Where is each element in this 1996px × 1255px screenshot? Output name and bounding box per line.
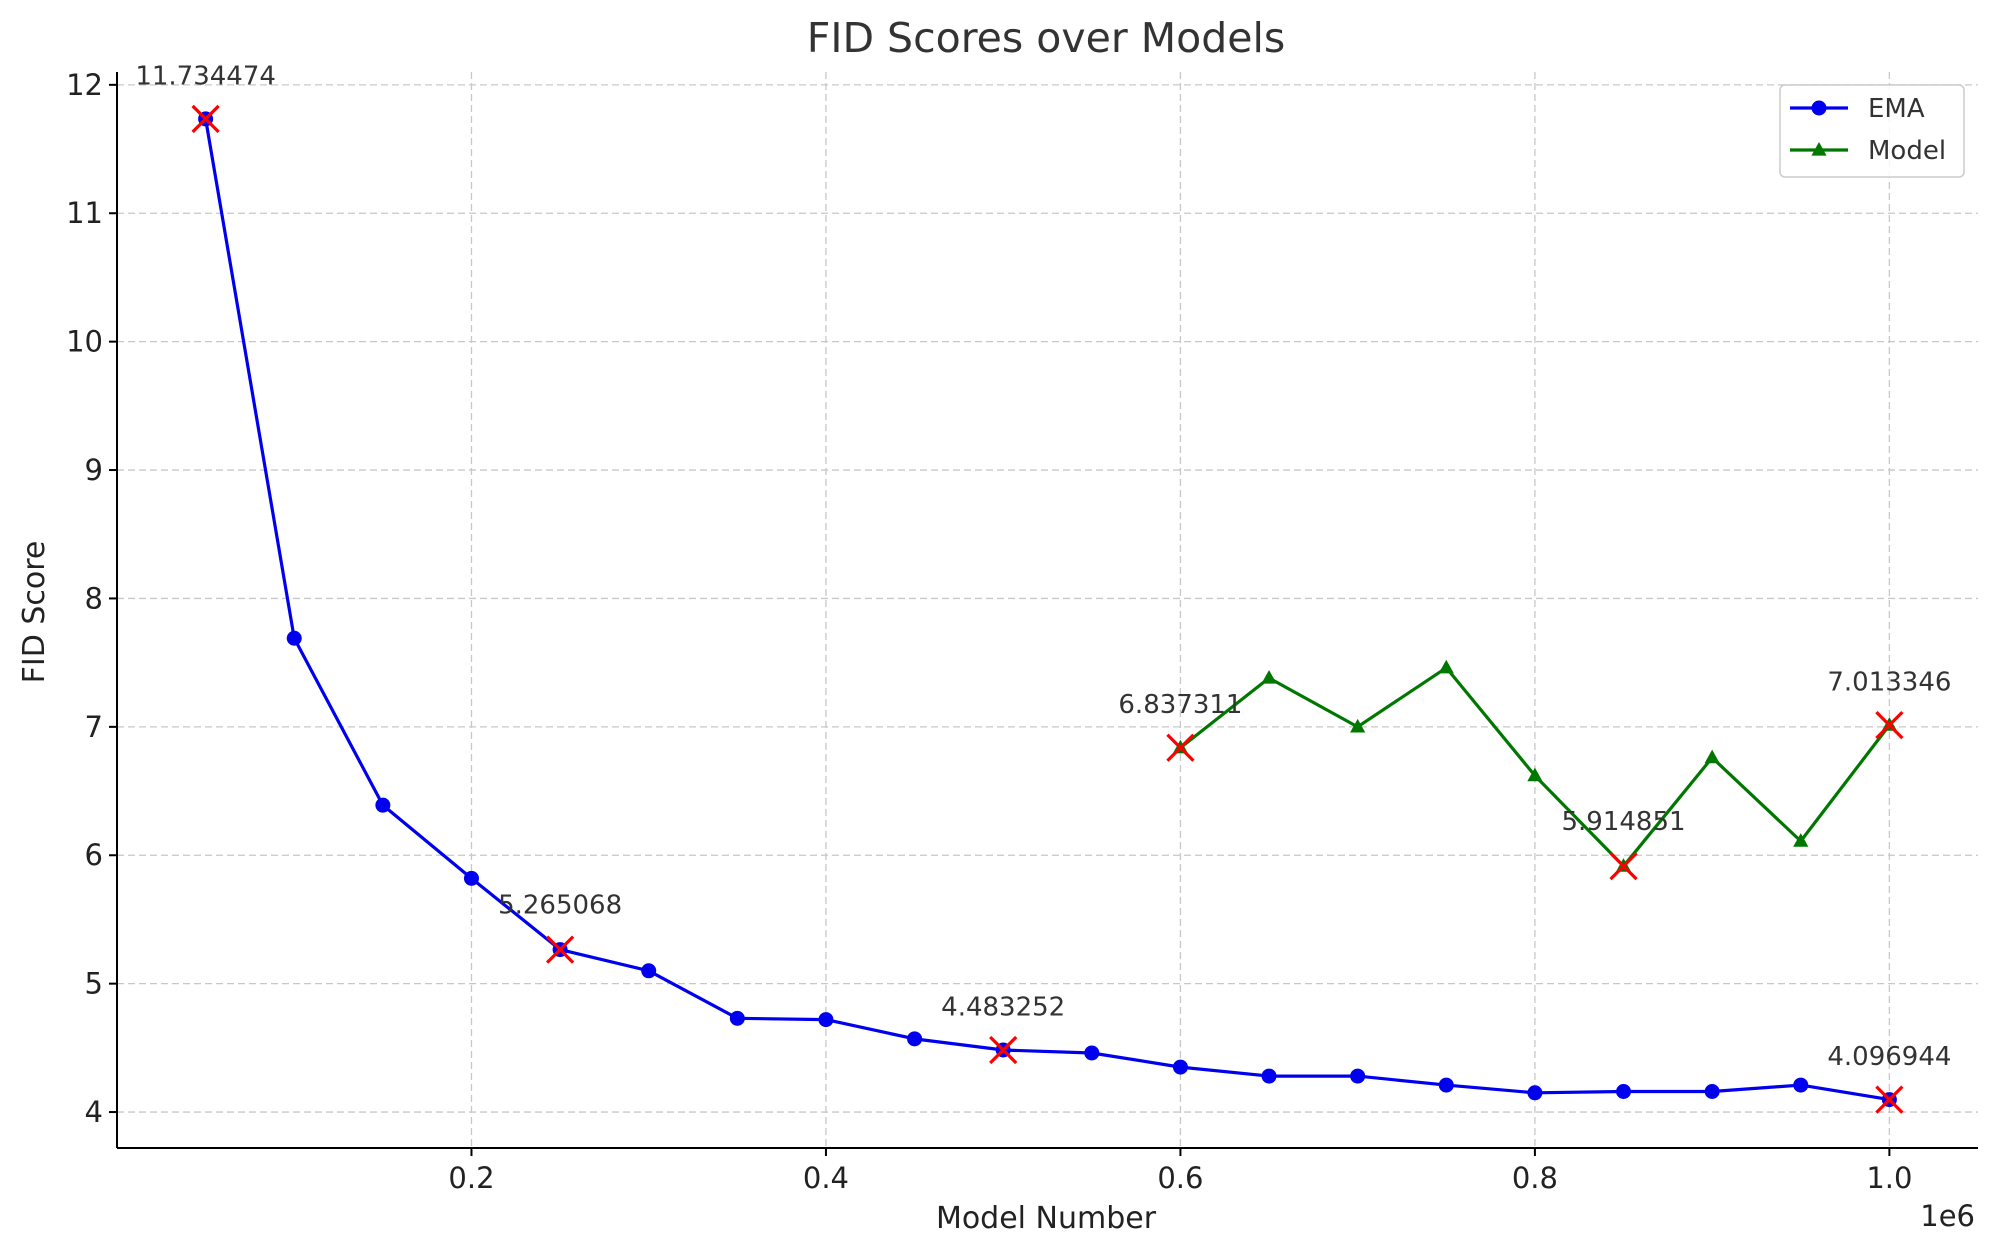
annotation-label: 6.837311 bbox=[1118, 690, 1242, 720]
annotations: 11.734474 5.265068 4.483252 4.096944 6.83731… bbox=[135, 61, 1951, 1072]
data-point bbox=[1793, 833, 1809, 847]
y-tick-label: 5 bbox=[85, 967, 103, 1001]
data-point bbox=[1350, 1068, 1366, 1084]
data-point bbox=[1704, 1084, 1720, 1100]
y-tick-label: 11 bbox=[66, 196, 103, 230]
data-point bbox=[729, 1010, 745, 1026]
data-point bbox=[1084, 1045, 1100, 1061]
series-line bbox=[204, 118, 1890, 1102]
y-tick-label: 9 bbox=[85, 453, 103, 487]
x-stroke bbox=[1875, 710, 1904, 740]
data-point bbox=[286, 630, 302, 646]
annotation-label: 11.734474 bbox=[135, 61, 276, 91]
x-stroke bbox=[1609, 852, 1638, 881]
y-tick-label: 8 bbox=[85, 581, 103, 615]
x-stroke bbox=[191, 104, 220, 134]
x-stroke bbox=[989, 1035, 1018, 1065]
grid bbox=[117, 72, 1978, 1148]
annotation-label: 4.096944 bbox=[1827, 1042, 1951, 1072]
data-point bbox=[1704, 749, 1720, 764]
highlight-x-marker bbox=[191, 104, 220, 134]
y-axis-label: FID Score bbox=[17, 541, 52, 684]
legend-item-ema: EMA bbox=[1790, 94, 1925, 124]
highlight-x-marker bbox=[1166, 733, 1195, 762]
y-tick-label: 12 bbox=[66, 68, 103, 102]
data-point bbox=[1616, 1084, 1632, 1100]
data-point bbox=[1793, 1077, 1809, 1093]
highlight-markers bbox=[191, 104, 1904, 1114]
highlight-x-marker bbox=[989, 1035, 1018, 1065]
x-axis-label: Model Number bbox=[936, 1201, 1157, 1236]
legend-marker bbox=[1811, 142, 1827, 156]
x-tick-label: 0.4 bbox=[803, 1161, 849, 1195]
x-tick-label: 0.2 bbox=[448, 1161, 494, 1195]
highlight-x-marker bbox=[1609, 852, 1638, 881]
y-tick-label: 7 bbox=[85, 710, 103, 744]
annotation-label: 5.914851 bbox=[1561, 807, 1685, 837]
highlight-x-marker bbox=[545, 935, 575, 964]
data-point bbox=[463, 870, 479, 886]
series-ema bbox=[198, 111, 1897, 1108]
y-tick-label: 10 bbox=[66, 325, 103, 359]
data-point bbox=[907, 1031, 923, 1047]
y-tick-label: 6 bbox=[85, 838, 103, 872]
data-point bbox=[1350, 718, 1366, 733]
x-stroke bbox=[1166, 733, 1195, 762]
data-point bbox=[1261, 1068, 1277, 1084]
chart-title: FID Scores over Models bbox=[807, 14, 1285, 62]
y-tick-label: 4 bbox=[85, 1095, 103, 1129]
x-tick-label: 1.0 bbox=[1866, 1161, 1912, 1195]
annotation-label: 5.265068 bbox=[498, 891, 622, 921]
x-tick-label: 0.8 bbox=[1512, 1161, 1558, 1195]
data-point bbox=[641, 963, 657, 979]
data-point bbox=[818, 1012, 834, 1028]
data-point bbox=[1527, 767, 1543, 782]
data-point bbox=[1438, 1077, 1454, 1093]
data-point bbox=[1527, 1085, 1543, 1101]
data-point bbox=[1438, 659, 1454, 674]
legend: EMA Model bbox=[1779, 84, 1965, 178]
x-stroke bbox=[545, 935, 575, 964]
data-point bbox=[1261, 670, 1277, 684]
legend-item-model: Model bbox=[1790, 136, 1946, 166]
legend-label: EMA bbox=[1868, 94, 1925, 124]
highlight-x-marker bbox=[1875, 710, 1904, 740]
tick-labels: 0.2 0.4 0.6 0.8 1.0 4 5 6 7 8 9 10 11 12 bbox=[66, 68, 1912, 1195]
legend-label: Model bbox=[1868, 136, 1946, 166]
axes bbox=[109, 72, 1978, 1156]
series bbox=[198, 111, 1897, 1108]
data-point bbox=[1172, 1059, 1188, 1075]
data-point bbox=[375, 797, 391, 813]
x-tick-label: 0.6 bbox=[1157, 1161, 1203, 1195]
legend-marker bbox=[1811, 100, 1827, 116]
annotation-label: 7.013346 bbox=[1827, 667, 1951, 697]
x-axis-offset-label: 1e6 bbox=[1920, 1199, 1975, 1233]
highlight-x-marker bbox=[1875, 1085, 1904, 1114]
annotation-label: 4.483252 bbox=[941, 992, 1065, 1022]
x-stroke bbox=[1875, 1085, 1904, 1114]
